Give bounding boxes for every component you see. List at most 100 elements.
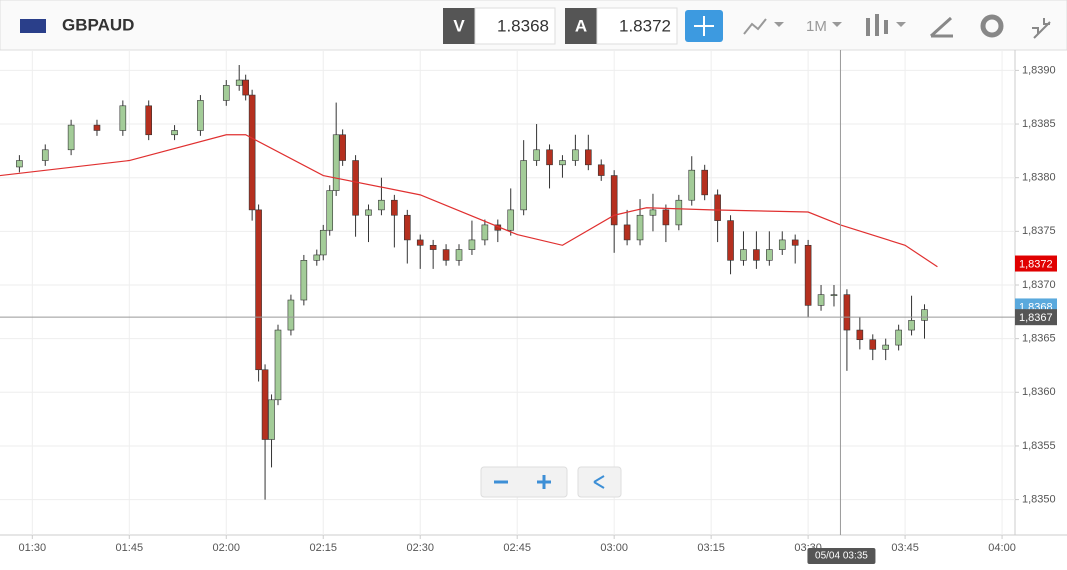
candle-body: [242, 79, 249, 96]
candle-body: [791, 239, 799, 246]
candle-body: [119, 105, 127, 131]
candle-body: [843, 294, 851, 331]
candle-body: [391, 199, 398, 216]
crosshair: [1015, 309, 1057, 326]
ask-badge: [1015, 255, 1057, 272]
x-tick-label: 04:00: [988, 542, 1016, 554]
moving-average: [0, 134, 938, 268]
candle-body: [319, 229, 327, 256]
chart-type-button[interactable]: [743, 18, 767, 35]
candle-body: [332, 134, 340, 191]
candle-body: [520, 160, 527, 211]
zoom-controls: [480, 466, 622, 498]
candle-body: [701, 169, 708, 196]
bid-tag: V: [453, 16, 465, 35]
plot-area: 1,8350 1,8355 1,8360 1,8365 1,8370 1,8375 1,83…: [0, 50, 1056, 554]
bid-box[interactable]: [474, 7, 556, 45]
candle-body: [778, 239, 786, 250]
ask-tag: A: [575, 16, 587, 35]
ask-box[interactable]: [596, 7, 678, 45]
crosshair-time-label: 05/04 03:35: [815, 551, 868, 562]
dropdown-arrow: [896, 22, 906, 27]
collapse-button[interactable]: [1032, 18, 1051, 39]
drawing-tool-button[interactable]: [929, 16, 953, 38]
bid-price: 1.8368: [497, 16, 549, 35]
x-tick-label: 03:15: [697, 542, 725, 554]
candle-body: [688, 169, 696, 201]
y-tick-label: 1,8390: [1022, 64, 1056, 76]
candle-body: [416, 239, 424, 246]
candle-body: [300, 260, 308, 301]
candle-body: [636, 214, 644, 241]
bid-tag-box: [443, 8, 475, 44]
x-tick-label: 02:15: [309, 542, 337, 554]
candle-body: [804, 244, 812, 306]
y-tick-label: 1,8375: [1022, 225, 1056, 237]
candle-body: [546, 149, 553, 166]
candle-body: [93, 124, 101, 131]
ask-price: 1.8372: [619, 16, 671, 35]
candle-body: [882, 344, 890, 350]
candle-body: [869, 339, 877, 350]
candle-body: [313, 254, 321, 261]
candle-body: [830, 294, 838, 296]
candle-body: [455, 249, 463, 261]
candle-body: [675, 199, 683, 226]
x-tick-label: 02:00: [213, 542, 241, 554]
y-tick-label: 1,8365: [1022, 333, 1056, 345]
candle-body: [41, 149, 49, 161]
share-group: [577, 466, 622, 498]
settings-button[interactable]: [980, 14, 1004, 38]
x-tick-label: 01:45: [116, 542, 144, 554]
candle-body: [429, 244, 437, 250]
flag-icon: [20, 19, 46, 33]
candle-body: [533, 149, 540, 161]
candle-body: [261, 369, 269, 440]
crosshair-icon: [694, 16, 714, 36]
candle-body: [352, 160, 359, 216]
x-tick-label: 01:30: [19, 542, 47, 554]
candle-body: [817, 294, 825, 306]
candle-body: [274, 329, 282, 401]
candle-body: [468, 239, 476, 250]
candle-style-button[interactable]: [866, 14, 888, 36]
y-tick-label: 1,8385: [1022, 118, 1056, 130]
x-tick-label: 03:45: [891, 542, 919, 554]
x-tick-label: 02:45: [503, 542, 531, 554]
candle-body: [714, 194, 721, 221]
candle-body: [365, 209, 372, 216]
candle-body: [507, 209, 515, 231]
candle-body: [662, 209, 670, 226]
candle-body: [572, 149, 579, 161]
candle-body: [442, 249, 450, 261]
candle-body: [727, 220, 734, 261]
candle-body: [339, 134, 346, 161]
candle-body: [268, 399, 275, 440]
candle-body: [171, 130, 178, 136]
dropdown-arrow: [832, 22, 842, 27]
y-tick-label: 1,8355: [1022, 440, 1056, 452]
candle-body: [197, 100, 204, 131]
candle-body: [378, 199, 385, 211]
share-button[interactable]: [593, 475, 605, 489]
interval-button[interactable]: 1M: [806, 18, 827, 35]
candle-body: [610, 175, 618, 226]
y-tick-label: 1,8380: [1022, 172, 1056, 184]
symbol: GBPAUD: [62, 15, 134, 34]
x-tick-label: 02:30: [406, 542, 434, 554]
ask-tag-box: [565, 8, 597, 44]
candle-body: [766, 249, 773, 261]
candle-body: [235, 79, 243, 86]
candle-body: [255, 209, 262, 371]
y-tick-label: 1,8370: [1022, 279, 1056, 291]
candle-body: [403, 214, 411, 241]
zoom-in-button[interactable]: [537, 475, 551, 489]
candle-body: [921, 309, 928, 321]
candle-body: [559, 160, 566, 166]
y-tick-label: 1,8350: [1022, 493, 1056, 505]
candle-body: [287, 299, 295, 331]
dropdown-arrow: [774, 22, 784, 27]
zoom-group: [480, 466, 568, 498]
ask-badge-label: 1,8372: [1019, 258, 1053, 270]
